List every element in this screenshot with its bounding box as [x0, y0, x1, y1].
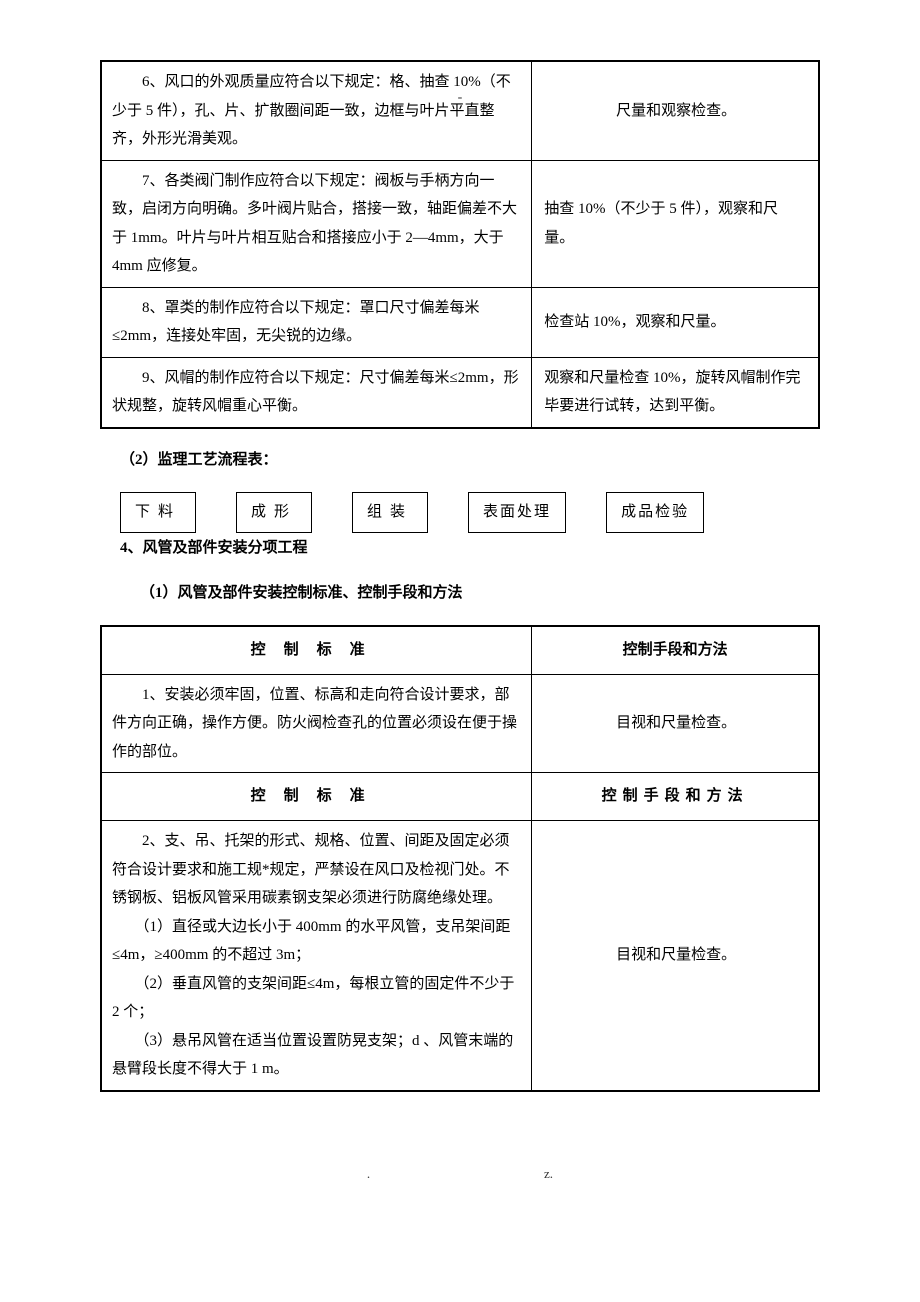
- section-2-title: （2）监理工艺流程表：: [120, 447, 820, 474]
- table-header-standard-2: 控制标准: [101, 773, 532, 821]
- flow-box-2: 成形: [236, 492, 312, 533]
- table-header-row: 控制标准 控制手段和方法: [101, 626, 819, 675]
- flow-box-1: 下料: [120, 492, 196, 533]
- table-row: 2、支、吊、托架的形式、规格、位置、间距及固定必须符合设计要求和施工规*规定，严…: [101, 821, 819, 1091]
- cell-method: 观察和尺量检查 10%，旋转风帽制作完毕要进行试转，达到平衡。: [532, 357, 819, 428]
- cell-standard: 1、安装必须牢固，位置、标高和走向符合设计要求，部件方向正确，操作方便。防火阀检…: [101, 674, 532, 773]
- table-row: 9、风帽的制作应符合以下规定：尺寸偏差每米≤2mm，形状规整，旋转风帽重心平衡。…: [101, 357, 819, 428]
- footer-dot: .: [367, 1162, 370, 1185]
- table-2: 控制标准 控制手段和方法 1、安装必须牢固，位置、标高和走向符合设计要求，部件方…: [100, 625, 820, 1092]
- table-row: 1、安装必须牢固，位置、标高和走向符合设计要求，部件方向正确，操作方便。防火阀检…: [101, 674, 819, 773]
- section-3-title: （1）风管及部件安装控制标准、控制手段和方法: [140, 580, 820, 607]
- flow-box-5: 成品检验: [606, 492, 704, 533]
- table-header-standard: 控制标准: [101, 626, 532, 675]
- cell-method: 检查站 10%，观察和尺量。: [532, 287, 819, 357]
- cell-standard: 6、风口的外观质量应符合以下规定：格、抽查 10%（不少于 5 件），孔、片、扩…: [101, 61, 532, 160]
- cell-standard: 2、支、吊、托架的形式、规格、位置、间距及固定必须符合设计要求和施工规*规定，严…: [101, 821, 532, 1091]
- cell-method: 尺量和观察检查。: [532, 61, 819, 160]
- subheading-4: 4、风管及部件安装分项工程: [120, 535, 820, 562]
- footer-z: z.: [544, 1162, 553, 1185]
- flow-row: 下料 成形 组装 表面处理 成品检验: [120, 492, 820, 533]
- table-header-method-2: 控制手段和方法: [532, 773, 819, 821]
- table-row: 8、罩类的制作应符合以下规定：罩口尺寸偏差每米≤2mm，连接处牢固，无尖锐的边缘…: [101, 287, 819, 357]
- flow-box-3: 组装: [352, 492, 428, 533]
- cell-standard: 7、各类阀门制作应符合以下规定：阀板与手柄方向一致，启闭方向明确。多叶阀片贴合，…: [101, 160, 532, 287]
- table-row: 7、各类阀门制作应符合以下规定：阀板与手柄方向一致，启闭方向明确。多叶阀片贴合，…: [101, 160, 819, 287]
- table-row: 6、风口的外观质量应符合以下规定：格、抽查 10%（不少于 5 件），孔、片、扩…: [101, 61, 819, 160]
- footer: . z.: [100, 1162, 820, 1185]
- table-1: 6、风口的外观质量应符合以下规定：格、抽查 10%（不少于 5 件），孔、片、扩…: [100, 60, 820, 429]
- cell-method: 目视和尺量检查。: [532, 674, 819, 773]
- cell-standard: 9、风帽的制作应符合以下规定：尺寸偏差每米≤2mm，形状规整，旋转风帽重心平衡。: [101, 357, 532, 428]
- flow-box-4: 表面处理: [468, 492, 566, 533]
- cell-method: 目视和尺量检查。: [532, 821, 819, 1091]
- table-header-row-2: 控制标准 控制手段和方法: [101, 773, 819, 821]
- cell-method: 抽查 10%（不少于 5 件），观察和尺量。: [532, 160, 819, 287]
- cell-standard: 8、罩类的制作应符合以下规定：罩口尺寸偏差每米≤2mm，连接处牢固，无尖锐的边缘…: [101, 287, 532, 357]
- table-header-method: 控制手段和方法: [532, 626, 819, 675]
- top-dash: -: [458, 85, 463, 110]
